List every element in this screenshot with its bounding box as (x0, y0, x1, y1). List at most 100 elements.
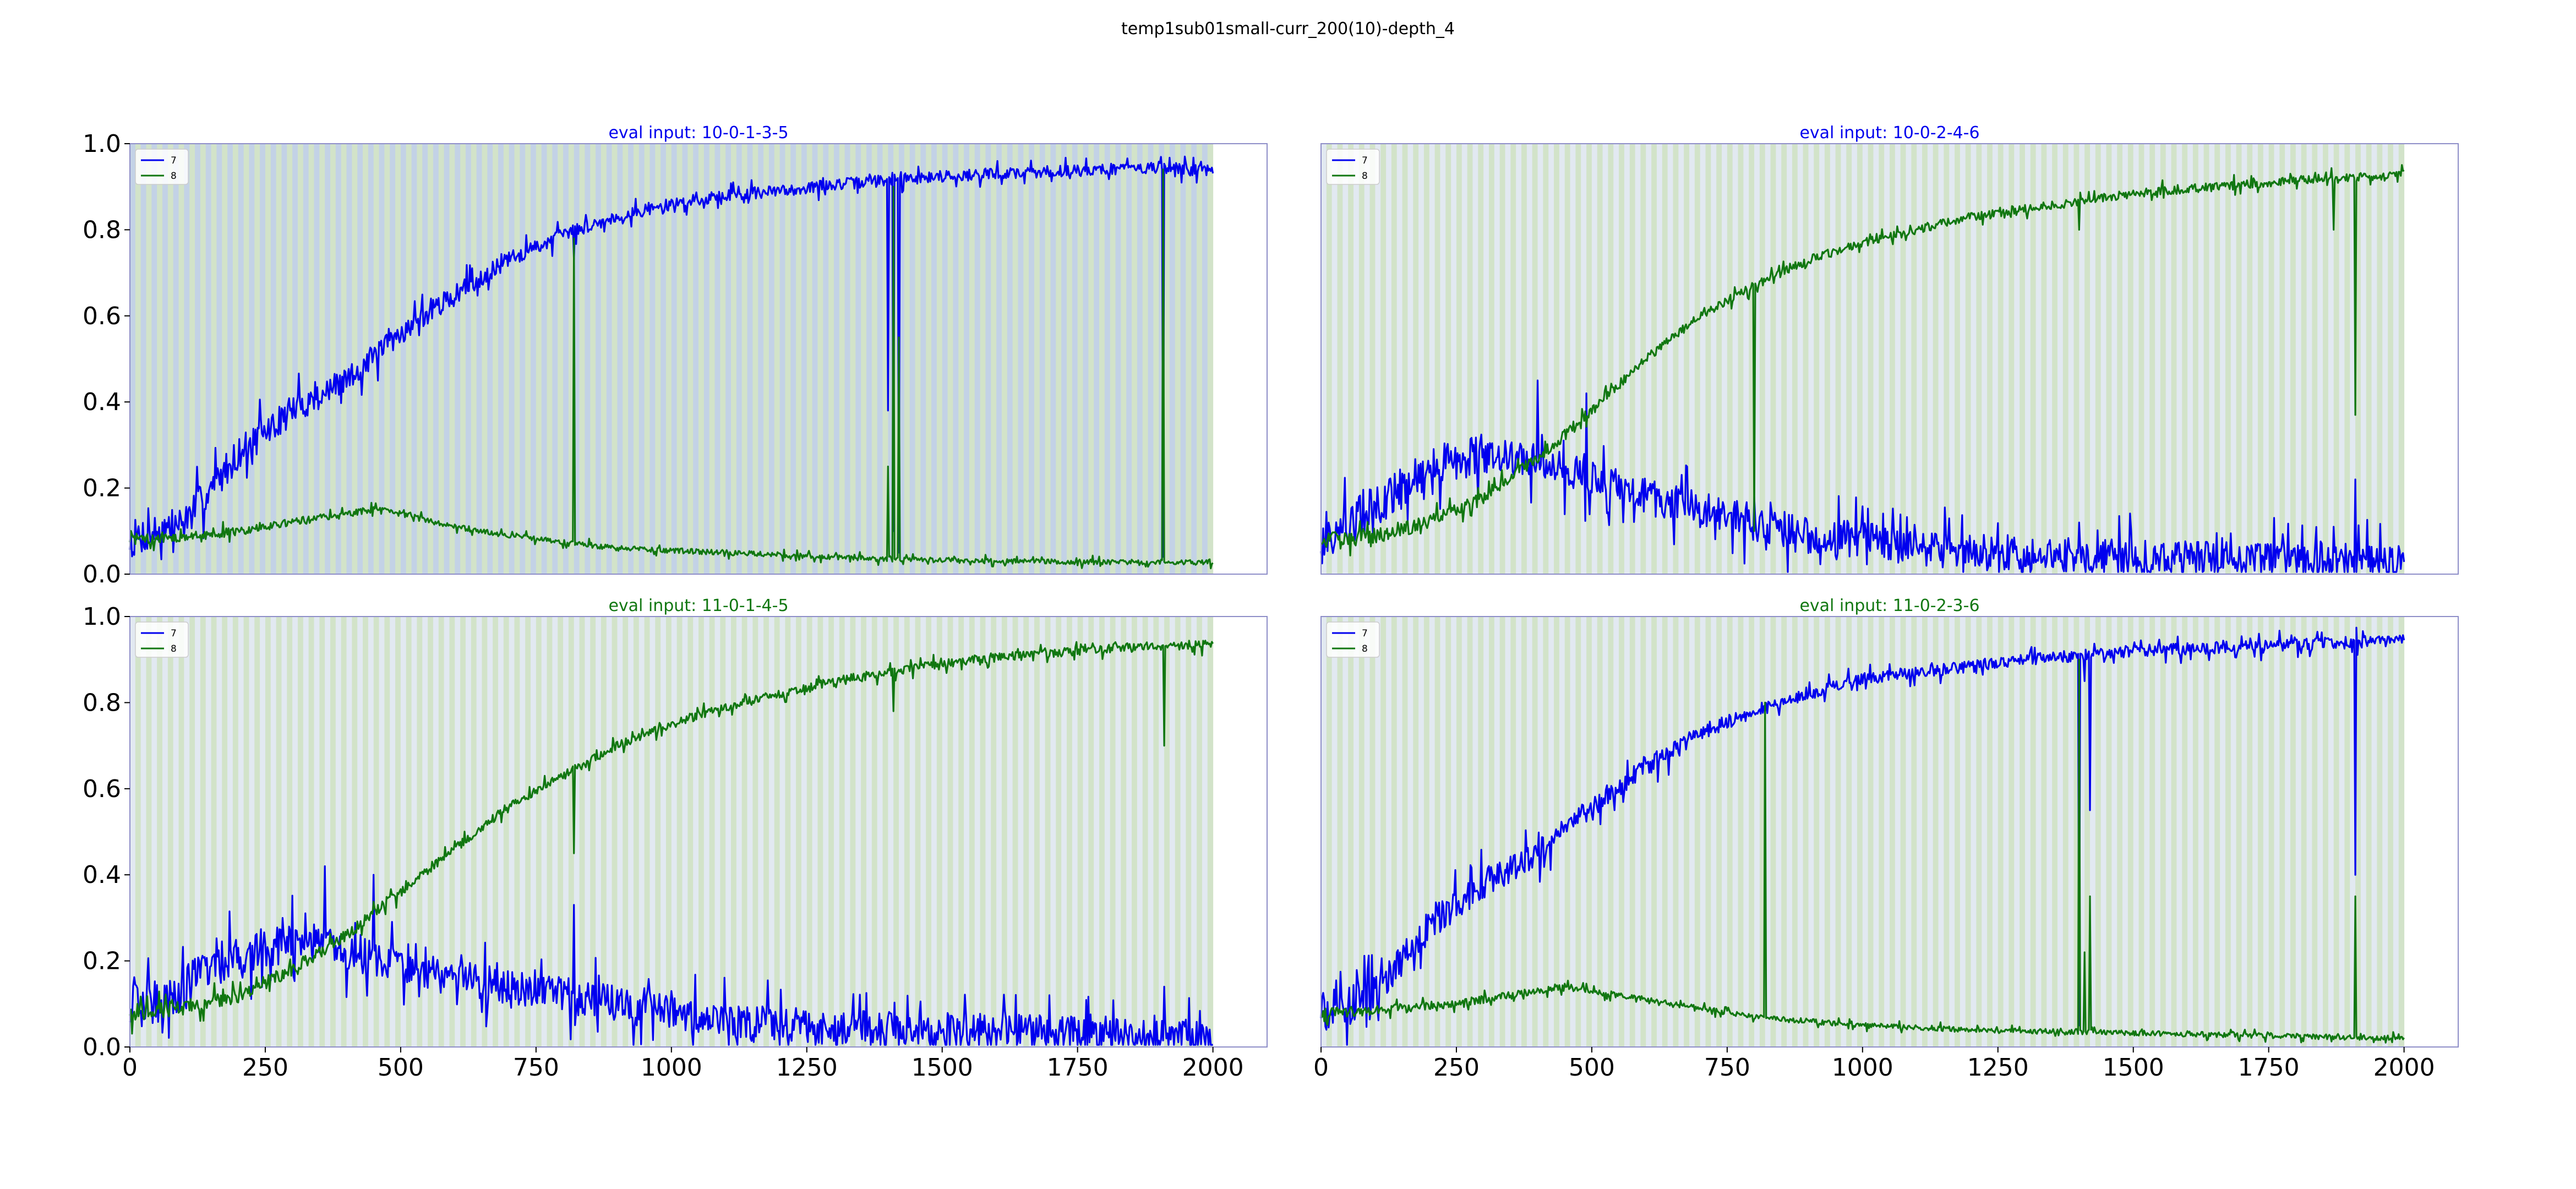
background-band (904, 144, 910, 574)
background-band (1564, 144, 1571, 574)
background-band (1451, 617, 1457, 1047)
background-band (1716, 617, 1722, 1047)
background-band (1456, 617, 1462, 1047)
background-band (1445, 144, 1451, 574)
background-band (1656, 617, 1663, 1047)
background-band (1072, 144, 1078, 574)
background-band (319, 144, 325, 574)
figure-title: temp1sub01small-curr_200(10)-depth_4 (1121, 19, 1455, 39)
background-band (552, 617, 558, 1047)
axes-frame (129, 143, 1268, 575)
background-band (980, 617, 986, 1047)
background-band (1857, 144, 1863, 574)
background-band (1987, 144, 1993, 574)
background-band (1824, 617, 1831, 1047)
x-tick-label: 1000 (1832, 1054, 1893, 1082)
background-band (1890, 144, 1896, 574)
background-band (503, 144, 510, 574)
background-band (1521, 144, 1527, 574)
background-band (1104, 144, 1111, 574)
background-band (1516, 144, 1522, 574)
background-band (1591, 617, 1598, 1047)
background-band (1083, 144, 1089, 574)
background-band (2290, 144, 2296, 574)
background-band (395, 617, 401, 1047)
background-band (2355, 144, 2361, 574)
background-band (406, 144, 412, 574)
background-band (812, 617, 818, 1047)
y-tick-label: 1.0 (83, 603, 121, 631)
background-band (1191, 144, 1197, 574)
background-band (1906, 617, 1912, 1047)
background-band (1532, 144, 1538, 574)
background-band (958, 617, 964, 1047)
background-band (1651, 144, 1657, 574)
background-band (1034, 144, 1040, 574)
background-band (806, 617, 813, 1047)
background-band (1018, 617, 1024, 1047)
background-band (1142, 144, 1149, 574)
background-band (2095, 617, 2102, 1047)
background-band (1180, 617, 1186, 1047)
background-band (628, 617, 634, 1047)
background-band (455, 144, 461, 574)
background-band (1197, 617, 1203, 1047)
background-band (1738, 144, 1744, 574)
background-band (2122, 617, 2129, 1047)
background-band (1012, 617, 1018, 1047)
series-8-line (129, 640, 1214, 1035)
background-band (909, 144, 916, 574)
background-band (1955, 144, 1961, 574)
background-band (1597, 617, 1603, 1047)
background-band (238, 144, 244, 574)
background-band (2133, 144, 2140, 574)
background-band (931, 144, 937, 574)
background-band (1922, 617, 1928, 1047)
background-band (1944, 144, 1950, 574)
background-band (904, 617, 910, 1047)
background-band (942, 617, 948, 1047)
background-band (1169, 144, 1176, 574)
background-band (1787, 617, 1793, 1047)
background-band (1678, 617, 1684, 1047)
background-band (1354, 144, 1360, 574)
background-band (1732, 617, 1739, 1047)
background-band (330, 617, 336, 1047)
x-tick-label: 1750 (2238, 1054, 2300, 1082)
y-tick-label: 0.8 (83, 216, 121, 244)
background-band (2203, 617, 2209, 1047)
background-band (1591, 144, 1598, 574)
background-band (2014, 617, 2020, 1047)
background-band (2225, 617, 2231, 1047)
background-band (1705, 617, 1711, 1047)
background-band (1976, 144, 1982, 574)
background-band (1613, 617, 1619, 1047)
background-band (796, 144, 802, 574)
legend-label-8: 8 (171, 171, 177, 182)
background-band (1624, 144, 1630, 574)
background-band (227, 144, 233, 574)
y-tick-label: 0.4 (83, 861, 121, 889)
background-band (1396, 144, 1403, 574)
background-band (1440, 144, 1446, 574)
background-band (195, 144, 201, 574)
background-band (200, 617, 206, 1047)
background-band (953, 617, 959, 1047)
background-band (974, 617, 981, 1047)
background-band (195, 617, 201, 1047)
background-band (563, 144, 569, 574)
background-band (1662, 617, 1668, 1047)
background-band (2020, 617, 2026, 1047)
background-band (1803, 144, 1809, 574)
background-band (661, 144, 667, 574)
background-band (1364, 617, 1371, 1047)
background-band (2377, 144, 2383, 574)
background-band (877, 144, 883, 574)
background-band (2382, 144, 2388, 574)
background-band (763, 617, 769, 1047)
background-band (893, 144, 899, 574)
background-band (991, 617, 997, 1047)
background-band (1099, 144, 1105, 574)
background-band (1613, 144, 1619, 574)
background-band (1781, 144, 1787, 574)
